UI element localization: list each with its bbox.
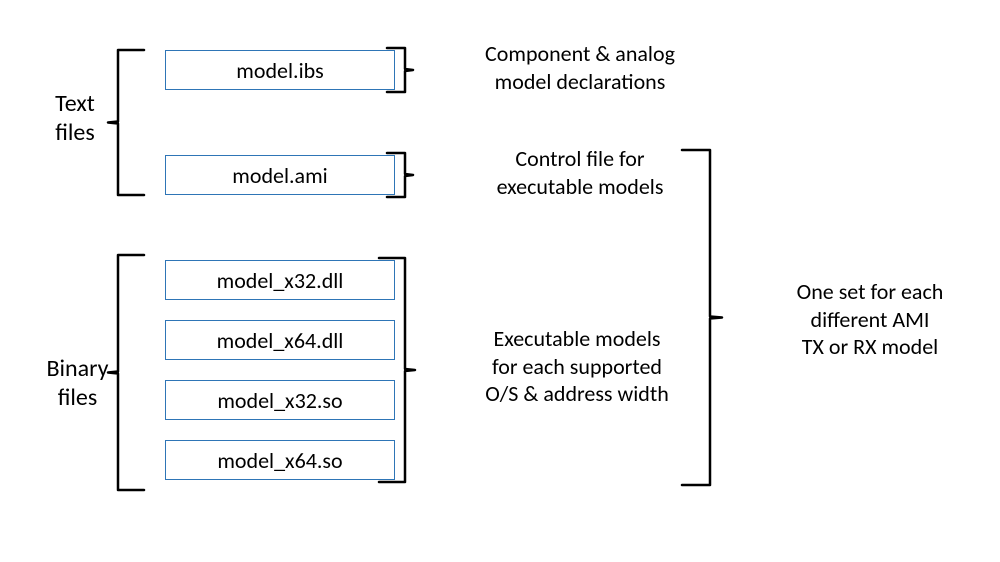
box-label-x64so: model_x64.so <box>217 447 342 474</box>
desc-bin: Executable models for each supported O/S… <box>452 325 702 408</box>
desc-bin-line2: for each supported <box>492 353 662 380</box>
desc-outer-line3: TX or RX model <box>802 333 938 360</box>
box-label-ibs: model.ibs <box>236 57 323 84</box>
brace-ibs-desc <box>383 46 427 94</box>
box-model-x64-dll: model_x64.dll <box>165 320 395 360</box>
box-model-ami: model.ami <box>165 155 395 195</box>
desc-ibs-line1: Component & analog <box>485 40 675 67</box>
brace-text-files <box>88 48 148 197</box>
brace-ami-desc <box>383 151 427 199</box>
desc-ibs-line2: model declarations <box>495 68 666 95</box>
desc-bin-line1: Executable models <box>494 325 661 352</box>
box-label-x64dll: model_x64.dll <box>217 327 344 354</box>
brace-bin-desc <box>375 256 435 484</box>
desc-outer-line2: different AMI <box>811 306 930 333</box>
box-label-x32dll: model_x32.dll <box>217 267 344 294</box>
desc-outer: One set for each different AMI TX or RX … <box>770 278 970 361</box>
desc-ibs: Component & analog model declarations <box>460 40 700 95</box>
box-model-x32-dll: model_x32.dll <box>165 260 395 300</box>
desc-outer-line1: One set for each <box>797 278 944 305</box>
desc-ami-line1: Control file for <box>515 145 644 172</box>
box-model-ibs: model.ibs <box>165 50 395 90</box>
brace-binary-files <box>88 253 148 492</box>
box-label-x32so: model_x32.so <box>217 387 342 414</box>
box-model-x64-so: model_x64.so <box>165 440 395 480</box>
brace-outer <box>678 148 742 487</box>
box-model-x32-so: model_x32.so <box>165 380 395 420</box>
desc-bin-line3: O/S & address width <box>485 380 669 407</box>
diagram-stage: Text files Binary files model.ibs model.… <box>0 0 1000 562</box>
desc-ami-line2: executable models <box>497 173 664 200</box>
desc-ami: Control file for executable models <box>460 145 700 200</box>
box-label-ami: model.ami <box>232 162 327 189</box>
